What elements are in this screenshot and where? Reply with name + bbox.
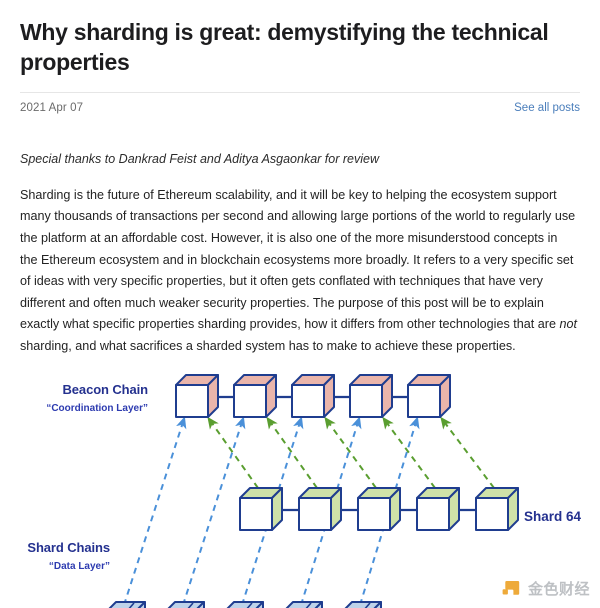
shard64-cube [475,487,519,531]
beacon-chain-label: Beacon Chain [63,382,149,397]
shard64-cube [357,487,401,531]
shard1-cubes: B1 B2 B3 B4 [108,601,382,608]
page-title: Why sharding is great: demystifying the … [20,19,549,75]
intro-paragraph: Sharding is the future of Ethereum scala… [20,185,578,358]
beacon-chain-label-group: Beacon Chain “Coordination Layer” [46,382,148,414]
paragraph-emphasis: not [559,317,577,332]
beacon-cube [233,374,277,418]
paragraph-part-1: Sharding is the future of Ethereum scala… [20,187,576,332]
jinse-logo-icon [502,581,520,595]
shard-64-label: Shard 64 [524,509,582,524]
post-body: Special thanks to Dankrad Feist and Adit… [0,150,600,358]
shard1-cube: B4 [285,601,323,608]
shard64-cube [239,487,283,531]
beacon-cubes [175,374,451,418]
beacon-cube [291,374,335,418]
shard1-cube: B5 [344,601,382,608]
header-divider [20,91,580,93]
post-date: 2021 Apr 07 [20,101,84,114]
shard-chains-label-group: Shard Chains “Data Layer” [27,540,110,572]
watermark-text: 金色财经 [527,579,590,598]
shard64-cubes [239,487,519,531]
post-header: Why sharding is great: demystifying the … [0,0,600,114]
beacon-cube [349,374,393,418]
shard-chains-sublabel: “Data Layer” [49,561,110,572]
beacon-chain-sublabel: “Coordination Layer” [46,403,148,414]
sharding-diagram: Beacon Chain “Coordination Layer” Shard … [0,355,600,608]
shard64-cube [298,487,342,531]
shard-chains-label: Shard Chains [27,540,110,555]
beacon-cube [407,374,451,418]
acknowledgement-text: Special thanks to Dankrad Feist and Adit… [20,151,379,166]
beacon-cube [175,374,219,418]
post-meta-row: 2021 Apr 07 See all posts [20,93,580,114]
shard64-to-beacon-arrows [207,416,495,489]
watermark: 金色财经 [500,577,590,599]
paragraph-part-2: sharding, and what sacrifices a sharded … [20,339,516,354]
see-all-posts-link[interactable]: See all posts [514,101,580,114]
shard1-cube: B2 [167,601,205,608]
shard1-cube: B3 [226,601,264,608]
shard64-cube [416,487,460,531]
shard1-cube: B1 [108,601,146,608]
diagram-svg: Beacon Chain “Coordination Layer” Shard … [27,374,582,608]
